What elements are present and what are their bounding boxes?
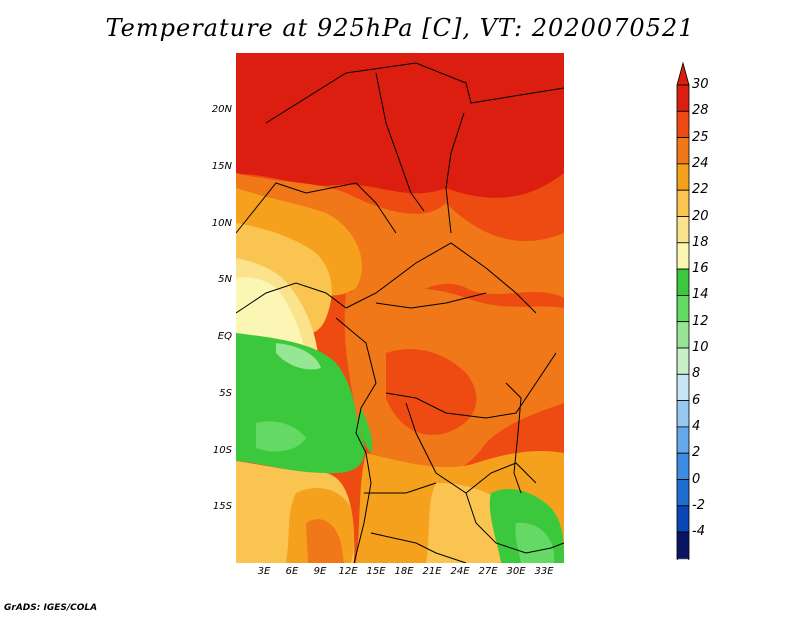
lat-label: 20N (211, 104, 232, 115)
field-25-south (306, 519, 344, 563)
colorbar-swatch (676, 163, 690, 191)
colorbar-swatch (676, 373, 690, 401)
colorbar-tick-label: 16 (692, 261, 709, 277)
colorbar-tick-label: 30 (692, 77, 709, 92)
colorbar-swatch (676, 294, 690, 323)
colorbar (676, 61, 690, 560)
colorbar-tick-label: 22 (692, 182, 709, 198)
lon-label: 18E (394, 566, 414, 577)
borders (236, 62, 564, 563)
colorbar-under-triangle (676, 557, 690, 560)
colorbar-swatch (676, 321, 690, 349)
colorbar-swatch (676, 137, 690, 165)
colorbar-swatch (676, 347, 690, 375)
field-30-plus-north (236, 53, 564, 198)
lon-label: 27E (478, 566, 498, 577)
colorbar-tick-label: 12 (692, 313, 709, 329)
colorbar-swatch (676, 505, 690, 533)
colorbar-swatch (676, 452, 690, 480)
lat-label: 15N (211, 161, 232, 172)
colorbar-tick-label: 2 (692, 445, 701, 461)
lon-label: 12E (338, 566, 358, 577)
colorbar-swatch (676, 110, 690, 138)
colorbar-tick-label: 8 (692, 366, 701, 382)
field-18-gulf (236, 277, 306, 353)
colorbar-tick-label: 25 (692, 129, 709, 145)
colorbar-tick-label: 24 (692, 155, 709, 171)
lon-label: 33E (534, 566, 554, 577)
lon-label: 9E (313, 566, 327, 577)
lat-label: 10N (211, 218, 232, 229)
lat-label: EQ (217, 331, 232, 342)
lat-label: 10S (212, 445, 232, 456)
lon-label: 24E (450, 566, 470, 577)
colorbar-tick-label: -4 (692, 524, 705, 540)
lon-label: 30E (506, 566, 526, 577)
map-title: Temperature at 925hPa [C], VT: 202007052… (105, 14, 695, 42)
field-16-coast (358, 408, 373, 453)
lat-label: 5S (219, 388, 232, 399)
colorbar-swatch (676, 242, 690, 270)
temperature-map (236, 53, 564, 563)
lon-label: 6E (285, 566, 299, 577)
lon-label: 15E (366, 566, 386, 577)
lat-label: 15S (212, 501, 232, 512)
colorbar-swatch (676, 268, 690, 296)
colorbar-tick-label: 6 (692, 392, 701, 408)
colorbar-swatch (676, 216, 690, 244)
colorbar-tick-label: -2 (692, 497, 705, 513)
field-12-ocean (276, 343, 321, 370)
colorbar-swatch (676, 479, 690, 507)
colorbar-swatch (676, 189, 690, 217)
field-28-interior (386, 349, 477, 435)
colorbar-swatch (676, 400, 690, 428)
colorbar-over-triangle (676, 61, 690, 86)
colorbar-swatch (676, 531, 690, 559)
lat-label: 5N (218, 274, 232, 285)
footer-credit: GrADS: IGES/COLA (4, 603, 98, 613)
colorbar-tick-label: 20 (692, 208, 709, 224)
colorbar-tick-label: 28 (692, 103, 709, 119)
colorbar-swatch (676, 84, 690, 112)
colorbar-swatch (676, 426, 690, 454)
colorbar-tick-label: 18 (692, 234, 709, 250)
colorbar-tick-label: 4 (692, 418, 701, 434)
field-14-ocean (256, 421, 306, 452)
colorbar-tick-label: 0 (692, 471, 701, 487)
colorbar-tick-label: 14 (692, 287, 709, 303)
colorbar-tick-label: 10 (692, 340, 709, 355)
lon-label: 21E (422, 566, 442, 577)
lon-label: 3E (257, 566, 271, 577)
